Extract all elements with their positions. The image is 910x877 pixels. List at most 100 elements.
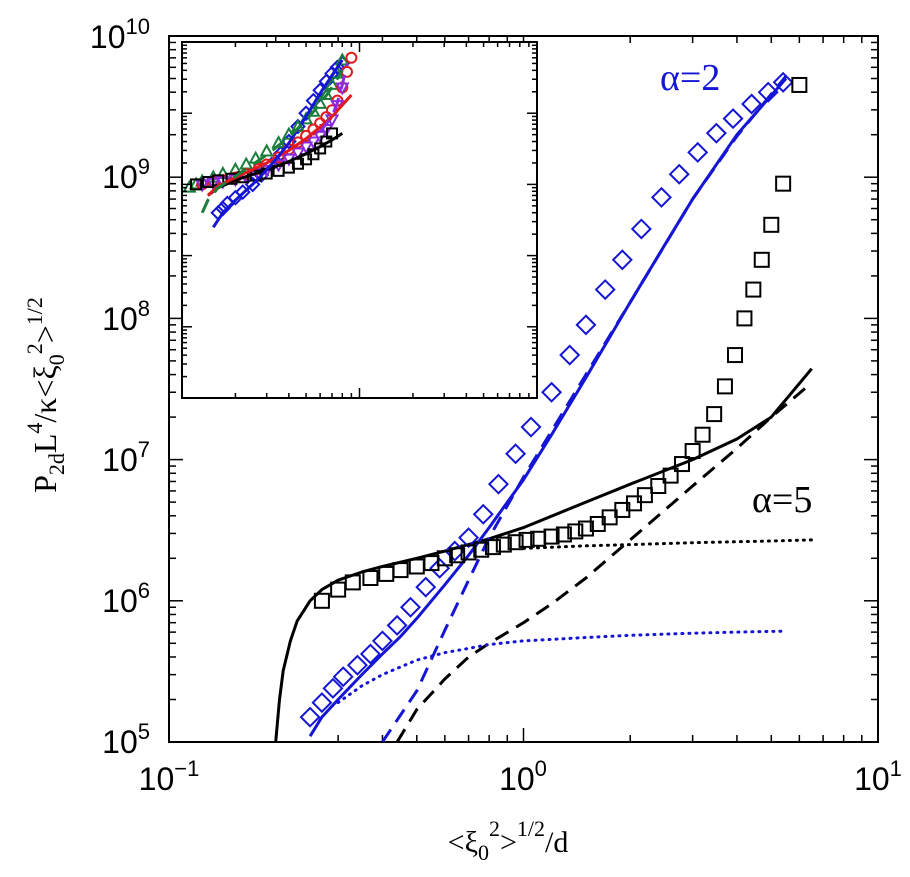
curve-purple_dashed_fit [318, 63, 349, 133]
point-alpha2_diamonds [630, 218, 652, 240]
inset-data-layer [182, 51, 358, 229]
y-axis-label: P2dL4/κ<ξ02>1/2 [22, 297, 69, 493]
point-alpha2_diamonds [311, 692, 333, 714]
curve-alpha5_dashed [395, 381, 813, 742]
point-red_circles [272, 151, 285, 164]
point-alpha5_squares [484, 539, 501, 556]
point-alpha5_squares [694, 426, 711, 443]
point-alpha5_squares [313, 592, 330, 609]
point-alpha5_squares [716, 378, 733, 395]
annotation-alpha-5: α=5 [752, 479, 812, 521]
point-alpha2_diamonds [487, 473, 509, 495]
inset-background [182, 42, 537, 398]
point-alpha5_squares [555, 526, 572, 543]
point-alpha2_diamonds [668, 163, 690, 185]
point-alpha5_squares [567, 523, 584, 540]
point-alpha5_squares [650, 478, 667, 495]
y-tick-label-1: 106 [102, 578, 150, 619]
point-alpha5_squares [518, 531, 535, 548]
point-alpha5_squares [745, 281, 762, 298]
point-alpha2_diamonds [346, 654, 368, 676]
curve-alpha5_solid_fit [274, 367, 813, 742]
y-tick-label-3: 108 [102, 296, 150, 337]
inset-plot-frame [181, 41, 538, 399]
point-alpha5_squares [449, 547, 466, 564]
point-alpha2_diamonds [332, 666, 354, 688]
point-alpha2_diamonds [429, 557, 451, 579]
point-alpha5_squares [706, 406, 723, 423]
point-alpha2_diamonds [399, 596, 422, 618]
curve-alpha2_dotted [336, 629, 788, 705]
point-alpha2_diamonds [386, 614, 408, 636]
x-axis-label: <ξ02>1/2/d [448, 816, 569, 865]
annotation-alpha-2: α=2 [660, 57, 720, 99]
point-alpha5_squares [684, 443, 701, 460]
point-alpha2_diamonds [458, 527, 480, 549]
inset-plot-area [181, 41, 538, 399]
point-green_triangles [335, 52, 350, 66]
point-alpha2_diamonds [472, 503, 494, 525]
point-alpha2_diamonds [687, 141, 709, 163]
point-alpha2_diamonds [650, 186, 672, 208]
x-tick-label-1: 100 [499, 756, 547, 797]
point-alpha5_squares [495, 536, 512, 553]
point-alpha2_diamonds [322, 677, 344, 699]
point-alpha5_squares [763, 216, 780, 233]
point-alpha5_squares [662, 467, 679, 484]
curve-alpha2_dashed [381, 75, 788, 742]
point-alpha2_diamonds [299, 706, 321, 728]
y-tick-label-0: 105 [102, 719, 150, 760]
point-alpha2_diamonds [359, 643, 381, 665]
point-green_triangles [312, 95, 328, 109]
point-alpha5_squares [392, 562, 409, 579]
point-alpha2_diamonds [575, 314, 597, 336]
main-axis-ticks [168, 35, 879, 743]
curve-alpha5_dotted [522, 538, 814, 550]
point-alpha5_squares [436, 550, 453, 567]
point-alpha5_squares [674, 456, 691, 473]
point-alpha5_squares [577, 520, 594, 537]
point-alpha5_squares [543, 528, 560, 545]
point-alpha5_squares [753, 251, 770, 268]
main-data-layer [274, 71, 814, 742]
point-red_circles [345, 51, 358, 64]
point-alpha2_diamonds [505, 443, 527, 465]
x-tick-label-2: 101 [854, 756, 902, 797]
point-alpha5_squares [626, 495, 643, 512]
point-alpha2_diamonds [594, 279, 616, 301]
point-alpha5_squares [507, 534, 524, 551]
point-alpha5_squares [775, 175, 792, 192]
point-alpha5_squares [791, 76, 808, 93]
point-alpha2_diamonds [722, 108, 744, 130]
curve-red_fit [206, 93, 353, 197]
point-alpha2_diamonds [611, 249, 633, 271]
point-alpha5_squares [636, 487, 653, 504]
point-alpha5_squares [726, 347, 743, 364]
point-green_triangles [259, 143, 274, 157]
curve-green_dashed_fit [200, 69, 344, 214]
point-alpha2_diamonds [541, 381, 563, 403]
curve-blue_fit [212, 59, 344, 229]
x-tick-label-0: 10−1 [139, 756, 200, 797]
point-alpha2_diamonds [772, 71, 794, 93]
point-alpha2_diamonds [520, 416, 542, 438]
y-tick-label-2: 107 [102, 437, 150, 478]
point-alpha5_squares [378, 565, 395, 582]
point-alpha2_diamonds [371, 630, 393, 652]
point-alpha5_squares [473, 541, 490, 558]
point-alpha5_squares [460, 544, 477, 561]
point-alpha2_diamonds [415, 576, 437, 598]
point-alpha5_squares [408, 558, 425, 575]
point-alpha2_diamonds [559, 344, 581, 366]
y-tick-label-5: 1010 [90, 14, 150, 55]
point-alpha5_squares [344, 574, 361, 591]
main-plot-area [168, 35, 879, 743]
point-purple_triangles [298, 141, 314, 155]
point-alpha2_diamonds [705, 122, 727, 144]
point-alpha2_diamonds [757, 81, 779, 103]
point-alpha2_diamonds [741, 93, 763, 115]
y-tick-label-4: 109 [102, 154, 150, 195]
point-alpha5_squares [362, 570, 379, 587]
point-alpha5_squares [736, 310, 753, 327]
